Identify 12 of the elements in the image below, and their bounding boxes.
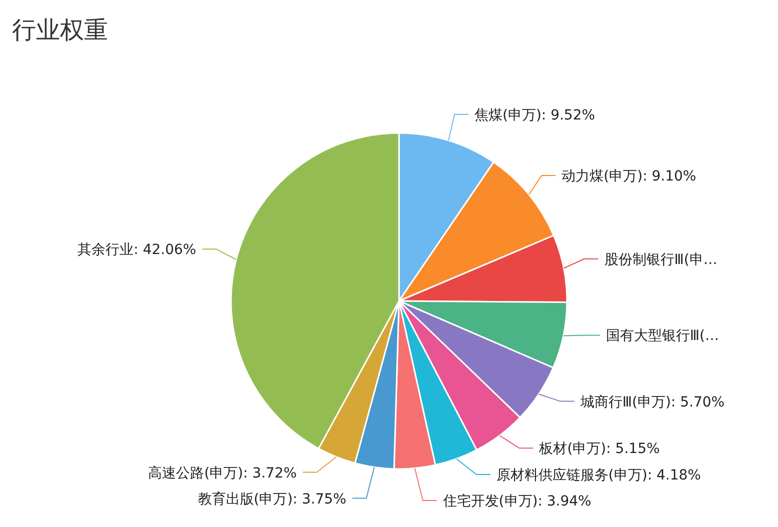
slice-label: 高速公路(申万): 3.72% [148,465,297,482]
chart-title: 行业权重 [12,15,108,46]
slice-label: 教育出版(申万): 3.75% [198,490,346,508]
slice-label: 城商行Ⅲ(申万): 5.70% [579,394,725,410]
slice-label: 其余行业: 42.06% [78,242,196,258]
slice-label: 焦煤(申万): 9.52% [474,107,596,124]
slice-label: 住宅开发(申万): 3.94% [442,494,592,510]
slice-label: 原材料供应链服务(申万): 4.18% [496,468,701,484]
slice-label: 国有大型银行Ⅲ(… [606,328,720,344]
slice-label: 板材(申万): 5.15% [538,441,660,458]
slice-label: 动力煤(申万): 9.10% [562,168,696,185]
slice-label: 股份制银行Ⅲ(申… [604,252,718,268]
